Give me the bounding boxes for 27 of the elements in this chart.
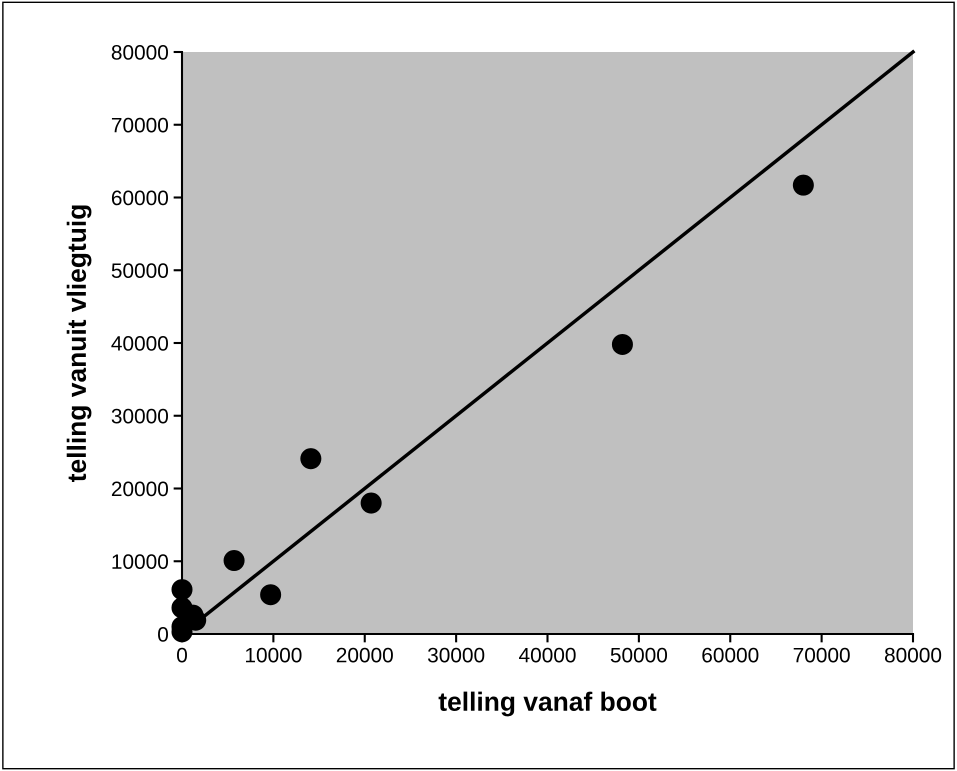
y-tick-label: 30000: [112, 408, 168, 424]
point: [260, 584, 282, 606]
point: [171, 579, 193, 600]
x-tick-label: 60000: [702, 648, 758, 662]
point: [612, 334, 633, 355]
y-axis-title: telling vanuit vliegtuig: [66, 205, 92, 482]
point: [360, 492, 382, 514]
y-tick-label: 0: [158, 627, 168, 642]
y-tick-label: 70000: [112, 118, 168, 133]
y-tick-label: 60000: [112, 190, 168, 206]
x-axis-title: telling vanaf boot: [438, 692, 656, 716]
x-tick-label: 50000: [610, 648, 668, 662]
y-tick-label: 50000: [112, 263, 168, 278]
x-tick-label: 30000: [428, 648, 484, 662]
y-tick-label: 40000: [111, 336, 168, 351]
y-tick-label: 20000: [112, 482, 168, 496]
x-tick-label: 0: [177, 648, 187, 662]
y-tick-label: 10000: [112, 554, 168, 570]
x-tick-label: 80000: [884, 648, 942, 662]
x-tick-label: 70000: [794, 648, 850, 662]
point: [300, 448, 322, 470]
y-tick-label: 80000: [112, 45, 168, 60]
x-tick-label: 10000: [246, 648, 302, 662]
x-tick-label: 40000: [519, 648, 576, 662]
point: [224, 550, 245, 572]
point: [792, 174, 814, 196]
x-tick-label: 20000: [336, 648, 393, 662]
